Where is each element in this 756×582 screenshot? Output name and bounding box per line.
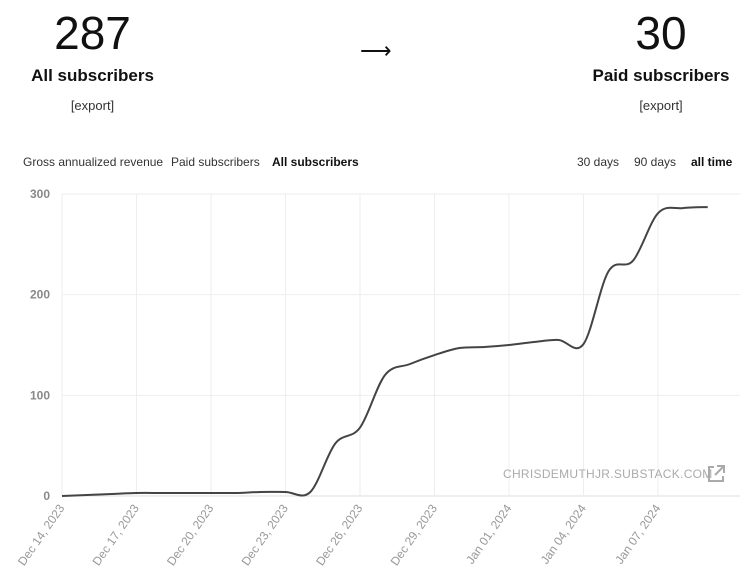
x-axis: Dec 14, 2023 Dec 17, 2023 Dec 20, 2023 Dec …: [15, 501, 664, 568]
external-link-icon[interactable]: [706, 464, 726, 484]
paid-subscribers-label: Paid subscribers: [592, 66, 730, 85]
all-subscribers-export-link[interactable]: [export]: [70, 98, 115, 113]
y-tick-label: 0: [43, 489, 50, 503]
subscribers-series-line: [61, 206, 708, 497]
all-subscribers-count: 287: [54, 7, 131, 59]
tab-90-days[interactable]: 90 days: [634, 155, 677, 169]
tab-30-days[interactable]: 30 days: [577, 155, 620, 169]
x-tick-label: Dec 14, 2023: [15, 501, 68, 568]
y-tick-label: 100: [30, 388, 50, 402]
all-subscribers-stat: 287 All subscribers [export]: [20, 10, 165, 113]
paid-subscribers-stat: 30 Paid subscribers [export]: [585, 10, 737, 113]
x-tick-label: Jan 07, 2024: [612, 501, 663, 566]
x-tick-label: Jan 04, 2024: [538, 501, 589, 566]
tab-paid-subscribers[interactable]: Paid subscribers: [171, 155, 260, 169]
tab-all-time[interactable]: all time: [691, 155, 733, 169]
subscribers-line-chart: 0 100 200 300 Dec 14, 2023 Dec 17, 2023 Dec 2…: [15, 187, 740, 568]
substack-watermark: CHRISDEMUTHJR.SUBSTACK.COM: [503, 467, 713, 481]
chart-grid: [61, 193, 740, 497]
paid-subscribers-export-link[interactable]: [export]: [639, 98, 683, 113]
y-tick-label: 300: [30, 187, 50, 201]
tab-all-subscribers[interactable]: All subscribers: [272, 155, 359, 169]
all-subscribers-label: All subscribers: [31, 66, 154, 85]
x-tick-label: Dec 29, 2023: [388, 501, 441, 568]
y-axis: 0 100 200 300: [30, 187, 50, 503]
tab-gross-annualized-revenue[interactable]: Gross annualized revenue: [23, 155, 164, 169]
x-tick-label: Dec 26, 2023: [313, 501, 366, 568]
x-tick-label: Dec 20, 2023: [164, 501, 217, 568]
arrow-right-icon: ⟶: [360, 38, 392, 63]
y-tick-label: 200: [30, 288, 50, 302]
x-tick-label: Dec 23, 2023: [239, 501, 292, 568]
paid-subscribers-count: 30: [635, 7, 687, 59]
x-tick-label: Dec 17, 2023: [90, 501, 143, 568]
x-tick-label: Jan 01, 2024: [463, 501, 514, 566]
